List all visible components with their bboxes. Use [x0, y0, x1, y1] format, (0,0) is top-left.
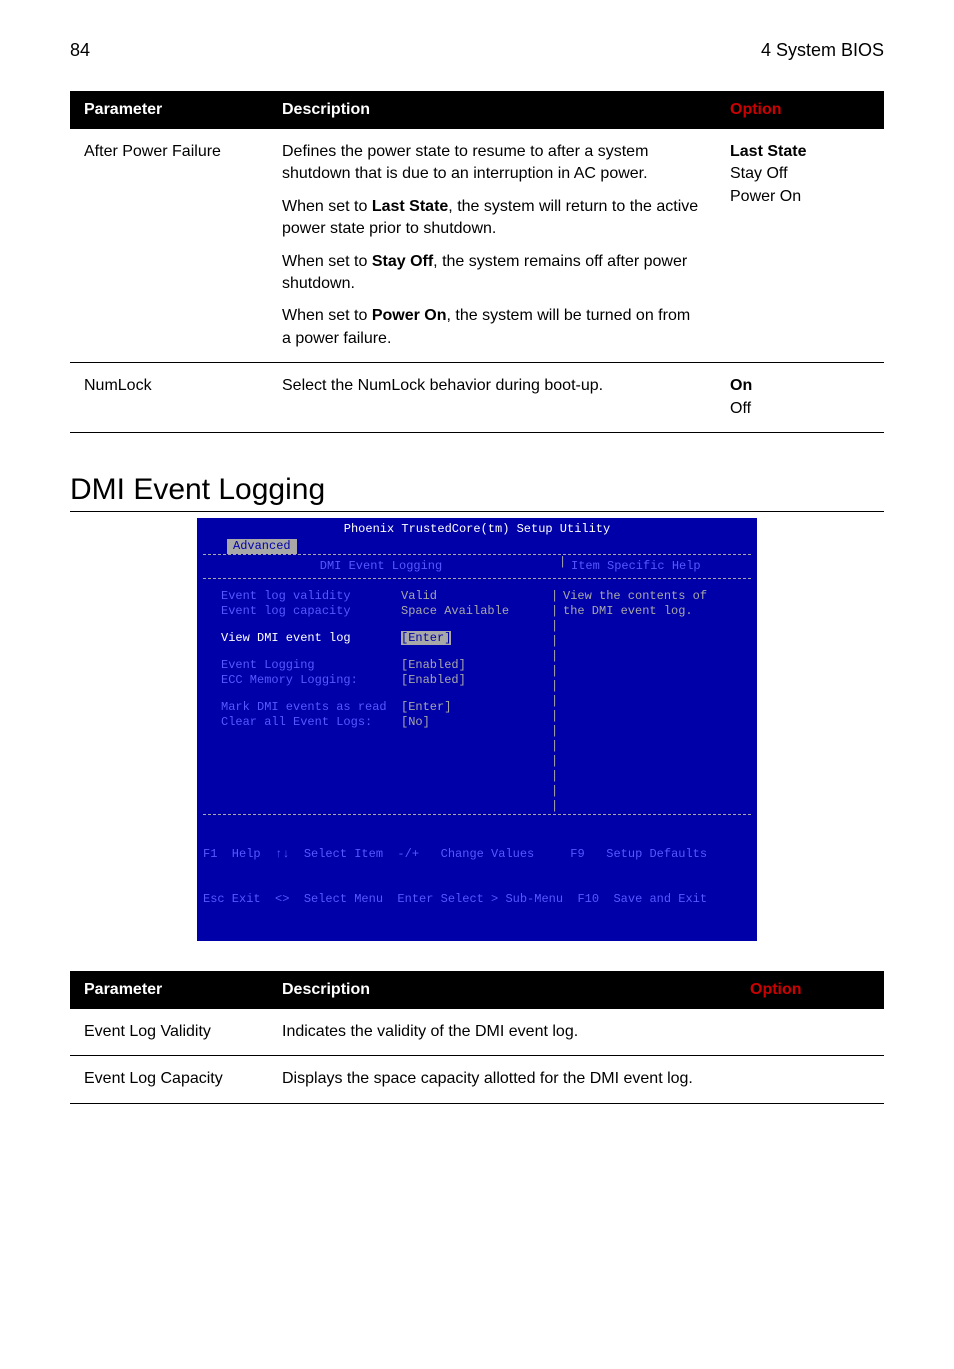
bios-field-value[interactable]: [Enter]	[401, 700, 451, 714]
text: When set to	[282, 307, 372, 324]
option-value: On	[730, 375, 870, 397]
bios-field-label: Event log capacity	[221, 604, 401, 619]
bios-panel-title-left: DMI Event Logging	[203, 555, 559, 578]
section-heading: DMI Event Logging	[70, 473, 884, 512]
bios-title: Phoenix TrustedCore(tm) Setup Utility	[197, 522, 757, 537]
dmi-event-table: Parameter Description Option Event Log V…	[70, 971, 884, 1104]
page-header: 84 4 System BIOS	[70, 40, 884, 61]
bios-field-value-selected[interactable]: [Enter]	[401, 631, 451, 645]
bios-window: Phoenix TrustedCore(tm) Setup Utility Ad…	[197, 518, 757, 941]
col-description: Description	[268, 971, 736, 1009]
bios-field-value: Space Available	[401, 604, 509, 618]
desc-cell: Defines the power state to resume to aft…	[268, 129, 716, 363]
bios-body: Event log validityValid Event log capaci…	[203, 579, 751, 814]
desc-cell: Displays the space capacity allotted for…	[268, 1056, 884, 1103]
option-value: Power On	[730, 186, 870, 208]
desc-paragraph: When set to Last State, the system will …	[282, 196, 702, 241]
bios-footer-line: F1 Help ↑↓ Select Item -/+ Change Values…	[203, 847, 751, 862]
bold-text: Last State	[372, 198, 448, 215]
power-state-table: Parameter Description Option After Power…	[70, 91, 884, 433]
desc-cell: Indicates the validity of the DMI event …	[268, 1009, 884, 1056]
bios-footer: F1 Help ↑↓ Select Item -/+ Change Values…	[197, 815, 757, 941]
col-option: Option	[716, 91, 884, 129]
option-value: Stay Off	[730, 163, 870, 185]
bold-text: Stay Off	[372, 253, 433, 270]
option-value: Off	[730, 398, 870, 420]
param-cell: Event Log Capacity	[70, 1056, 268, 1103]
col-parameter: Parameter	[70, 91, 268, 129]
bios-field-value[interactable]: [Enabled]	[401, 658, 466, 672]
desc-paragraph: When set to Stay Off, the system remains…	[282, 251, 702, 296]
table-row: NumLock Select the NumLock behavior duri…	[70, 363, 884, 433]
bios-field-value[interactable]: [No]	[401, 715, 430, 729]
table-row: Event Log Capacity Displays the space ca…	[70, 1056, 884, 1103]
param-cell: Event Log Validity	[70, 1009, 268, 1056]
bios-field-label[interactable]: ECC Memory Logging:	[221, 673, 401, 688]
option-value: Last State	[730, 141, 870, 163]
param-cell: NumLock	[70, 363, 268, 433]
bios-field-label: Event log validity	[221, 589, 401, 604]
option-cell: On Off	[716, 363, 884, 433]
bios-tab-row: Advanced	[197, 539, 757, 554]
bios-help-line: View the contents of	[563, 589, 743, 604]
bios-footer-line: Esc Exit <> Select Menu Enter Select > S…	[203, 892, 751, 907]
desc-paragraph: Defines the power state to resume to aft…	[282, 141, 702, 186]
table-row: After Power Failure Defines the power st…	[70, 129, 884, 363]
table-row: Event Log Validity Indicates the validit…	[70, 1009, 884, 1056]
text: When set to	[282, 198, 372, 215]
bios-field-label[interactable]: Clear all Event Logs:	[221, 715, 401, 730]
col-parameter: Parameter	[70, 971, 268, 1009]
param-cell: After Power Failure	[70, 129, 268, 363]
page-number: 84	[70, 40, 90, 61]
bold-text: Power On	[372, 307, 447, 324]
bios-panel-title-right: Item Specific Help	[563, 555, 751, 578]
bios-tab-advanced[interactable]: Advanced	[227, 539, 297, 554]
option-cell: Last State Stay Off Power On	[716, 129, 884, 363]
col-option: Option	[736, 971, 884, 1009]
col-description: Description	[268, 91, 716, 129]
bios-field-label[interactable]: Mark DMI events as read	[221, 700, 401, 715]
bios-field-value: Valid	[401, 589, 437, 603]
bios-field-label[interactable]: Event Logging	[221, 658, 401, 673]
page-section-label: 4 System BIOS	[761, 40, 884, 61]
bios-field-label-selected[interactable]: View DMI event log	[221, 631, 401, 646]
bios-field-value[interactable]: [Enabled]	[401, 673, 466, 687]
desc-cell: Select the NumLock behavior during boot-…	[268, 363, 716, 433]
text: When set to	[282, 253, 372, 270]
bios-screenshot: Phoenix TrustedCore(tm) Setup Utility Ad…	[70, 518, 884, 941]
bios-help-line: the DMI event log.	[563, 604, 743, 619]
desc-paragraph: When set to Power On, the system will be…	[282, 305, 702, 350]
